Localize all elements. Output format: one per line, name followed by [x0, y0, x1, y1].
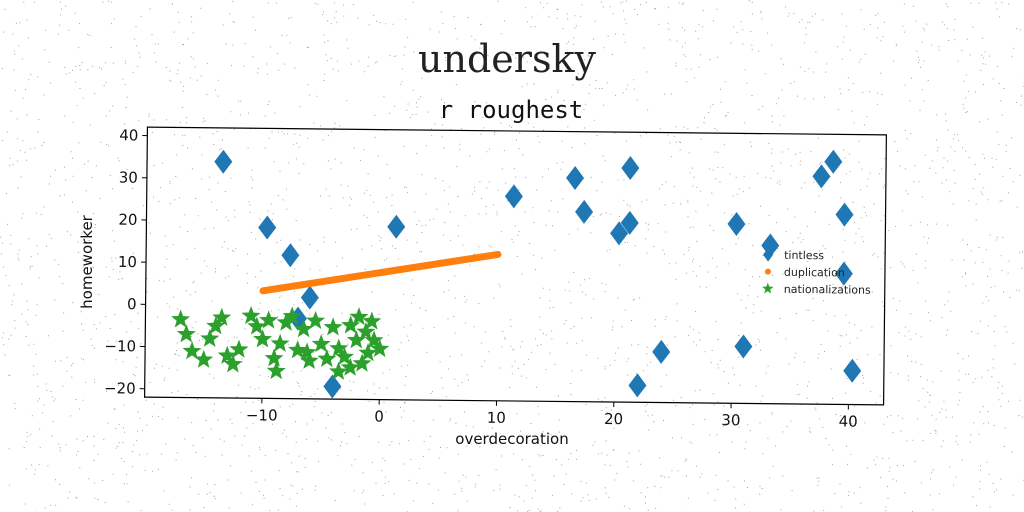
series-line-duplication [259, 250, 502, 295]
x-tick-label: 20 [604, 410, 623, 428]
chart-title: undersky [418, 37, 596, 81]
legend-swatch [764, 268, 771, 275]
series-nationalizations [171, 305, 390, 380]
x-tick-label: 40 [839, 412, 858, 430]
y-axis-label: homeworker [78, 214, 96, 309]
x-axis-label: overdecoration [455, 430, 568, 448]
plot-frame [144, 126, 887, 406]
legend-label: nationalizations [784, 283, 871, 297]
data-point-tintless [566, 166, 585, 191]
x-tick-label: 30 [721, 411, 740, 429]
data-point-nationalizations [370, 338, 390, 358]
data-point-tintless [843, 358, 862, 383]
data-point-nationalizations [276, 312, 296, 331]
data-point-nationalizations [364, 330, 384, 349]
data-point-nationalizations [206, 316, 226, 335]
data-point-nationalizations [340, 357, 360, 376]
data-point-nationalizations [270, 333, 290, 352]
data-point-nationalizations [297, 342, 317, 361]
data-point-nationalizations [217, 345, 237, 364]
data-point-nationalizations [341, 315, 361, 334]
data-point-nationalizations [328, 361, 348, 380]
series-duplication [259, 250, 502, 295]
data-point-nationalizations [171, 309, 191, 328]
data-point-tintless [323, 374, 342, 399]
data-point-tintless [734, 334, 753, 359]
legend-label: tintless [784, 249, 824, 262]
data-point-nationalizations [200, 328, 220, 347]
data-point-nationalizations [352, 353, 372, 372]
data-point-nationalizations [349, 307, 369, 326]
chart-subtitle: r roughest [439, 96, 584, 124]
data-point-nationalizations [212, 307, 232, 326]
x-tick-label: −10 [246, 406, 278, 424]
y-tick-label: 30 [119, 168, 138, 186]
y-axis-ticks: −20 −10 0 10 20 30 40 [104, 126, 148, 398]
data-point-nationalizations [264, 348, 284, 367]
data-point-nationalizations [334, 347, 354, 366]
data-point-nationalizations [358, 343, 378, 362]
data-point-tintless [300, 285, 319, 310]
data-point-tintless [835, 202, 854, 227]
chart-marks [171, 149, 862, 399]
x-tick-label: 0 [374, 408, 384, 426]
y-tick-label: 0 [127, 295, 137, 313]
legend-swatch [763, 247, 774, 262]
plot-group: −10 0 10 20 30 40 −20 −10 0 10 20 30 40 tintless dup… [104, 126, 887, 431]
series-tintless [214, 149, 862, 399]
data-point-tintless [834, 261, 853, 286]
data-point-tintless [387, 214, 406, 239]
data-point-nationalizations [294, 319, 314, 338]
data-point-nationalizations [247, 316, 267, 335]
data-point-nationalizations [282, 306, 302, 325]
data-point-tintless [652, 339, 671, 364]
y-tick-label: 40 [119, 126, 138, 144]
data-point-tintless [812, 164, 831, 189]
data-point-nationalizations [329, 338, 349, 357]
data-point-nationalizations [299, 350, 319, 370]
legend-label: duplication [784, 266, 845, 280]
data-point-nationalizations [306, 310, 326, 330]
data-point-tintless [824, 149, 843, 174]
data-point-nationalizations [194, 349, 214, 368]
data-point-nationalizations [253, 329, 273, 348]
data-point-tintless [620, 210, 639, 235]
data-point-nationalizations [356, 321, 376, 341]
data-point-nationalizations [317, 348, 337, 368]
y-tick-label: 10 [118, 253, 137, 271]
data-point-nationalizations [223, 354, 243, 373]
data-point-nationalizations [241, 305, 261, 325]
data-point-nationalizations [362, 311, 382, 330]
data-point-tintless [258, 215, 277, 240]
data-point-nationalizations [266, 361, 286, 380]
data-point-nationalizations [323, 317, 343, 336]
y-tick-label: 20 [118, 211, 137, 229]
data-point-tintless [727, 212, 746, 237]
data-point-nationalizations [229, 339, 249, 358]
x-tick-label: 10 [487, 409, 506, 427]
data-point-tintless [575, 199, 594, 224]
legend: tintless duplication nationalizations [762, 247, 871, 297]
data-point-tintless [281, 243, 300, 268]
data-point-nationalizations [182, 341, 202, 360]
data-point-tintless [628, 373, 647, 398]
data-point-nationalizations [259, 310, 279, 329]
data-point-tintless [621, 156, 640, 181]
data-point-nationalizations [311, 334, 331, 353]
data-point-tintless [610, 221, 629, 246]
x-axis-ticks: −10 0 10 20 30 40 [246, 398, 858, 431]
y-tick-label: −10 [104, 337, 136, 355]
data-point-nationalizations [176, 324, 196, 343]
data-point-nationalizations [346, 330, 366, 349]
data-point-tintless [288, 306, 307, 331]
legend-swatch [762, 282, 774, 294]
y-tick-label: −20 [104, 379, 136, 397]
data-point-tintless [214, 149, 233, 174]
data-point-tintless [504, 184, 523, 209]
